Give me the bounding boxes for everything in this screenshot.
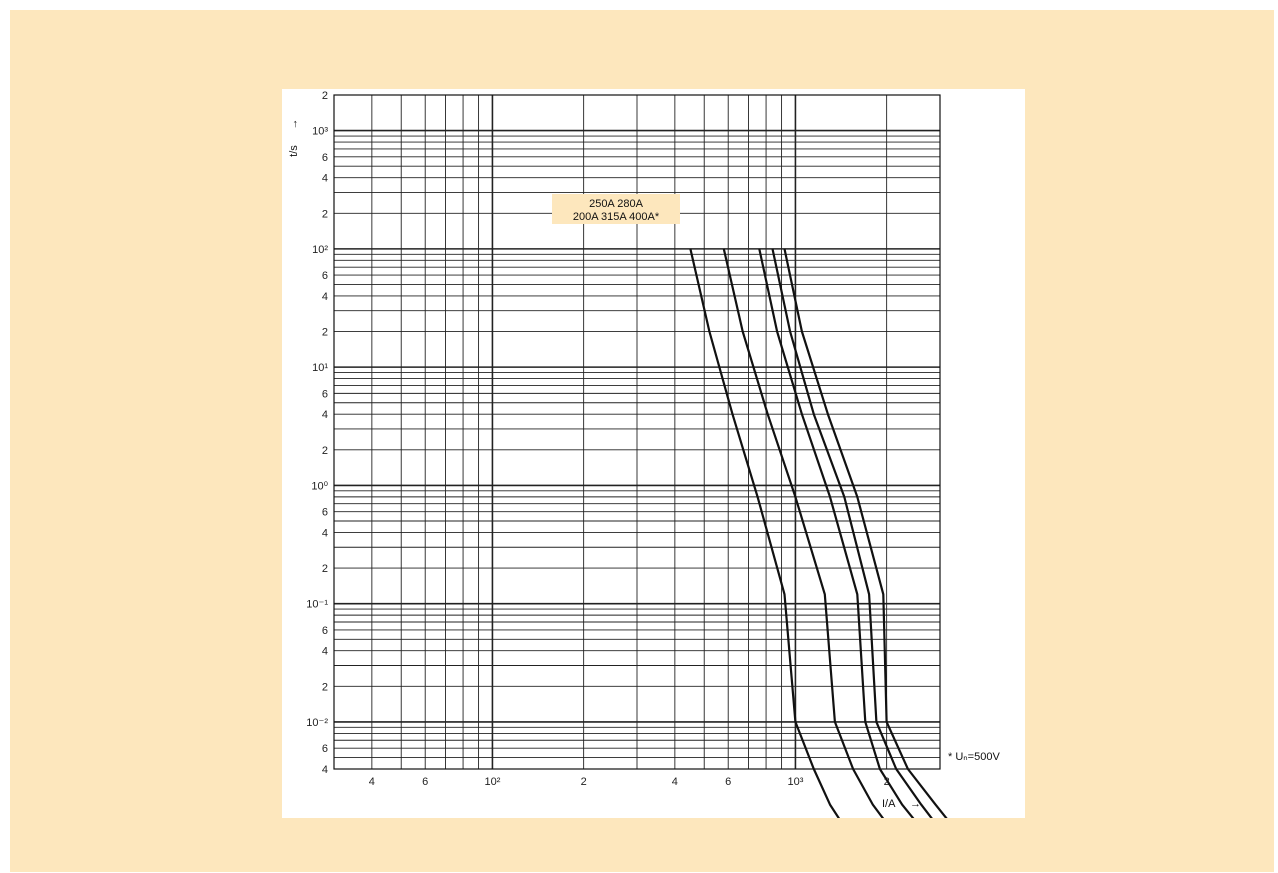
y-tick-label: 2	[322, 563, 328, 575]
series-line-400A	[783, 248, 948, 818]
voltage-annotation: * Uₙ=500V	[948, 751, 1000, 763]
y-tick-label: 4	[322, 646, 328, 658]
series-line-315A	[771, 248, 933, 818]
y-tick-label: 10⁻²	[306, 717, 328, 729]
y-tick-label: 6	[322, 743, 328, 755]
x-axis-title: I/A	[882, 798, 896, 810]
y-tick-label: 2	[322, 445, 328, 457]
x-tick-label: 6	[422, 776, 428, 788]
y-tick-label: 4	[322, 173, 328, 185]
x-tick-label: 2	[581, 776, 587, 788]
x-tick-labels: 4 6 10² 2 4 6 10³ 2	[369, 776, 890, 788]
y-tick-label: 6	[322, 152, 328, 164]
series-line-250A	[722, 248, 885, 818]
plot-frame	[333, 94, 941, 770]
y-tick-label: 2	[322, 90, 328, 102]
legend-line-1: 250A 280A	[589, 198, 643, 210]
y-tick-label: 10⁰	[311, 480, 328, 492]
chart-background: 2 10³ 6 4 2 10² 6 4 2 10¹ 6 4 2 10⁰ 6 4 2 10⁻¹ 6 4 2 10⁻² 6 4 4…	[10, 10, 1274, 872]
y-tick-label: 10³	[312, 126, 328, 138]
y-tick-label: 2	[322, 327, 328, 339]
y-tick-label: 6	[322, 388, 328, 400]
y-tick-label: 4	[322, 291, 328, 303]
chart-sheet: 2 10³ 6 4 2 10² 6 4 2 10¹ 6 4 2 10⁰ 6 4 2 10⁻¹ 6 4 2 10⁻² 6 4 4…	[282, 89, 1025, 818]
y-tick-label: 2	[322, 681, 328, 693]
legend-box	[552, 194, 680, 224]
x-axis-arrow: →	[910, 798, 921, 810]
y-tick-label: 4	[322, 409, 328, 421]
x-tick-label: 10³	[787, 776, 803, 788]
time-current-chart: 2 10³ 6 4 2 10² 6 4 2 10¹ 6 4 2 10⁰ 6 4 2 10⁻¹ 6 4 2 10⁻² 6 4 4…	[288, 90, 1000, 818]
x-tick-label: 6	[725, 776, 731, 788]
y-tick-label: 6	[322, 507, 328, 519]
series-line-200A	[689, 248, 841, 818]
series-group	[689, 248, 948, 818]
y-tick-label: 2	[322, 208, 328, 220]
y-tick-label: 6	[322, 270, 328, 282]
y-axis-arrow: →	[288, 119, 300, 130]
y-tick-label: 4	[322, 764, 328, 776]
y-tick-label: 10²	[312, 244, 328, 256]
x-tick-label: 2	[884, 776, 890, 788]
x-tick-label: 4	[369, 776, 375, 788]
y-tick-label: 6	[322, 625, 328, 637]
series-line-280A	[758, 248, 915, 818]
legend-line-2: 200A 315A 400A*	[573, 211, 660, 223]
y-axis-title: t/s	[288, 145, 300, 157]
x-tick-label: 10²	[484, 776, 500, 788]
y-tick-label: 4	[322, 527, 328, 539]
y-tick-labels: 2 10³ 6 4 2 10² 6 4 2 10¹ 6 4 2 10⁰ 6 4 2 10⁻¹ 6 4 2 10⁻² 6 4	[306, 90, 328, 776]
x-tick-label: 4	[672, 776, 678, 788]
y-tick-label: 10⁻¹	[306, 599, 328, 611]
y-tick-label: 10¹	[312, 362, 328, 374]
